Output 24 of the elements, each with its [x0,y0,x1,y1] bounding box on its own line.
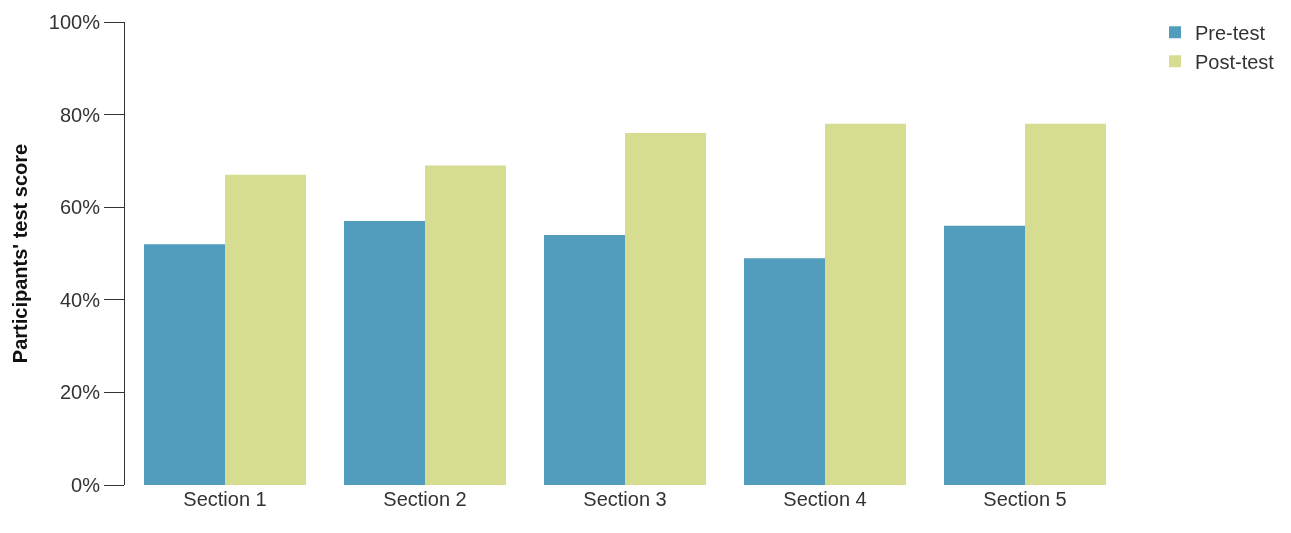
bar [825,123,906,485]
bar [225,174,306,485]
y-tick-label: 20% [59,381,101,404]
bar [944,225,1025,485]
x-tick-label: Section 3 [583,488,667,510]
x-tick-label: Section 2 [383,488,467,510]
x-tick-label: Section 1 [183,488,267,510]
bar [144,244,225,485]
legend-label: Post-test [1195,51,1275,74]
y-tick-label: 60% [59,196,101,219]
y-axis-title: Participants' test score [9,143,32,364]
bar [1025,123,1106,485]
bar [625,133,706,485]
y-tick-label: 80% [59,103,101,126]
x-tick-label: Section 5 [983,488,1067,510]
bar [544,234,625,485]
y-tick-label: 0% [71,474,101,496]
legend-label: Pre-test [1195,22,1266,45]
x-tick-label: Section 4 [783,488,867,510]
bar [344,221,425,485]
y-tick-label: 40% [59,288,101,311]
bar [425,165,506,485]
bar [744,258,825,485]
y-tick-label: 100% [48,11,101,33]
